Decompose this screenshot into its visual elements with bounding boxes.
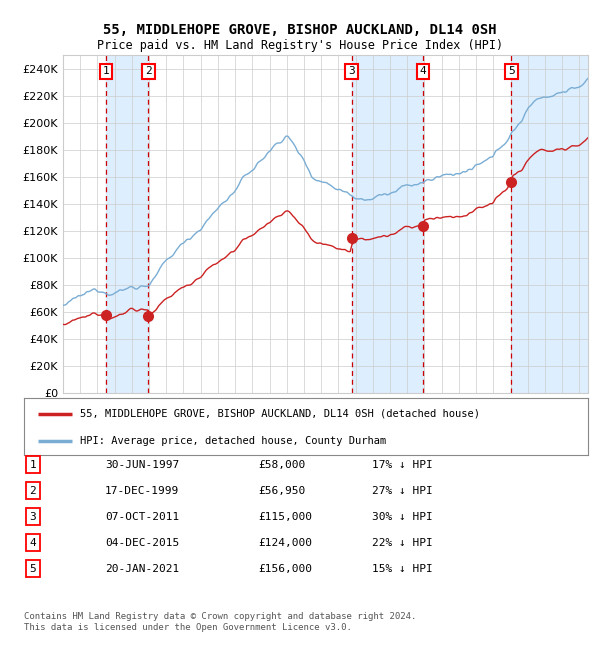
Text: 30-JUN-1997: 30-JUN-1997 — [105, 460, 179, 470]
Text: 22% ↓ HPI: 22% ↓ HPI — [372, 538, 433, 548]
Text: 04-DEC-2015: 04-DEC-2015 — [105, 538, 179, 548]
Text: 4: 4 — [29, 538, 37, 548]
Text: Contains HM Land Registry data © Crown copyright and database right 2024.
This d: Contains HM Land Registry data © Crown c… — [24, 612, 416, 632]
Text: 15% ↓ HPI: 15% ↓ HPI — [372, 564, 433, 574]
Text: 07-OCT-2011: 07-OCT-2011 — [105, 512, 179, 522]
Bar — [352, 55, 423, 393]
Text: £115,000: £115,000 — [258, 512, 312, 522]
Text: £156,000: £156,000 — [258, 564, 312, 574]
Text: 20-JAN-2021: 20-JAN-2021 — [105, 564, 179, 574]
Bar — [106, 55, 148, 393]
Text: 27% ↓ HPI: 27% ↓ HPI — [372, 486, 433, 496]
Text: £124,000: £124,000 — [258, 538, 312, 548]
Text: 17-DEC-1999: 17-DEC-1999 — [105, 486, 179, 496]
Text: 3: 3 — [29, 512, 37, 522]
Text: 2: 2 — [145, 66, 152, 77]
Text: HPI: Average price, detached house, County Durham: HPI: Average price, detached house, Coun… — [80, 436, 386, 446]
Text: 17% ↓ HPI: 17% ↓ HPI — [372, 460, 433, 470]
Text: 5: 5 — [29, 564, 37, 574]
Text: 55, MIDDLEHOPE GROVE, BISHOP AUCKLAND, DL14 0SH (detached house): 55, MIDDLEHOPE GROVE, BISHOP AUCKLAND, D… — [80, 409, 481, 419]
Text: 2: 2 — [29, 486, 37, 496]
Text: Price paid vs. HM Land Registry's House Price Index (HPI): Price paid vs. HM Land Registry's House … — [97, 39, 503, 52]
Text: 4: 4 — [420, 66, 427, 77]
Text: 30% ↓ HPI: 30% ↓ HPI — [372, 512, 433, 522]
Text: 1: 1 — [29, 460, 37, 470]
Text: 55, MIDDLEHOPE GROVE, BISHOP AUCKLAND, DL14 0SH: 55, MIDDLEHOPE GROVE, BISHOP AUCKLAND, D… — [103, 23, 497, 37]
Text: £56,950: £56,950 — [258, 486, 305, 496]
Text: £58,000: £58,000 — [258, 460, 305, 470]
Bar — [511, 55, 588, 393]
Text: 3: 3 — [348, 66, 355, 77]
Text: 1: 1 — [103, 66, 109, 77]
Text: 5: 5 — [508, 66, 515, 77]
